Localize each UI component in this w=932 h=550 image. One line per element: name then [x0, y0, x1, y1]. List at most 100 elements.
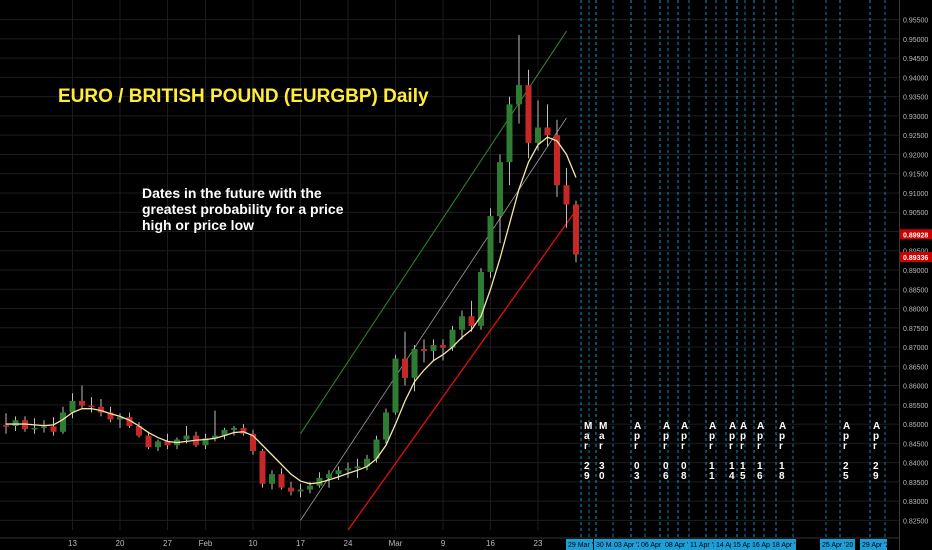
candle-up [478, 271, 484, 326]
candle-down [440, 345, 446, 348]
future-date-month: A [843, 421, 850, 432]
future-date-day: 1 [779, 461, 785, 472]
candle-down [145, 435, 152, 448]
candle-down [573, 204, 579, 255]
future-date-tag-bg [663, 539, 690, 550]
x-tick-label: 9 [441, 539, 446, 548]
future-date-month: A [779, 421, 786, 432]
future-date-month: A [757, 421, 764, 432]
future-date-tag: 08 Apr '20 [665, 542, 696, 549]
candle-up [69, 400, 76, 413]
future-date-month: r [757, 441, 761, 452]
future-date-day: 2 [843, 461, 849, 472]
future-date-month: p [663, 431, 669, 442]
future-date-month: A [663, 421, 670, 432]
future-date-day: 0 [663, 461, 669, 472]
candle-down [563, 185, 570, 205]
future-date-month: r [729, 441, 733, 452]
x-tick-label: 13 [68, 539, 77, 548]
candle-up [221, 429, 228, 436]
future-date-month: p [779, 431, 785, 442]
trend-channels [300, 30, 577, 531]
candle-up [487, 216, 494, 272]
future-date-month: a [599, 431, 605, 442]
future-date-tag-bg [594, 539, 621, 550]
x-tick-label: Feb [199, 539, 213, 548]
price-axis[interactable] [899, 0, 932, 550]
future-date-month: p [729, 431, 735, 442]
future-date-month: p [681, 431, 687, 442]
candle-up [383, 412, 389, 440]
future-date-day: 4 [729, 471, 735, 482]
future-date-month: p [757, 431, 763, 442]
future-date-tag: 16 Apr '20 [752, 542, 783, 549]
future-date-tag-bg [612, 539, 639, 550]
future-date-tag: 29 Mar '20 [568, 542, 601, 549]
candle-up [31, 427, 38, 430]
candle-up [345, 468, 351, 471]
future-date-tag: 29 Apr '20 [862, 542, 893, 549]
future-date-day: 8 [779, 471, 785, 482]
candle-up [506, 104, 513, 163]
future-date-month: A [681, 421, 688, 432]
future-date-day: 3 [599, 461, 605, 472]
lower-channel-line [347, 209, 577, 531]
candle-up [155, 441, 161, 448]
candle-up [392, 358, 399, 413]
candle-down [554, 135, 560, 186]
candle-down [240, 427, 247, 434]
candle-down [50, 426, 57, 432]
future-date-tag: 06 Apr '20 [641, 542, 672, 549]
candle-up [117, 417, 123, 420]
x-tick-label: 27 [163, 539, 172, 548]
candle-down [98, 406, 104, 413]
chart-title: EURO / BRITISH POUND (EURGBP) Daily [58, 86, 429, 107]
future-date-tag: 25 Apr '20 [822, 542, 853, 549]
future-date-month: r [584, 441, 588, 452]
future-date-day: 1 [729, 461, 735, 472]
future-date-month: A [873, 421, 880, 432]
candle-up [326, 474, 332, 478]
future-date-day: 5 [740, 471, 746, 482]
future-date-tag-bg [566, 539, 593, 550]
future-date-tag-bg [731, 539, 758, 550]
future-date-day: 0 [681, 461, 687, 472]
future-date-day: 0 [599, 471, 605, 482]
future-date-month: p [634, 431, 640, 442]
future-date-day: 2 [873, 461, 879, 472]
future-date-day: 1 [740, 461, 746, 472]
candle-down [107, 412, 114, 420]
candle-up [297, 489, 304, 492]
candle-up [231, 427, 237, 430]
candle-up [316, 478, 323, 486]
future-date-month: A [740, 421, 747, 432]
future-date-day: 6 [663, 471, 669, 482]
future-date-day: 1 [709, 471, 715, 482]
future-date-month: r [873, 441, 877, 452]
chart-grid [0, 0, 899, 530]
future-date-day: 8 [681, 471, 687, 482]
future-date-month: r [663, 441, 667, 452]
future-date-day: 1 [757, 461, 763, 472]
candle-up [202, 438, 209, 446]
future-date-month: M [599, 421, 607, 432]
middle-channel-line [300, 117, 567, 521]
future-date-month: r [779, 441, 783, 452]
candle-up [449, 329, 456, 348]
candle-up [12, 420, 19, 426]
candle-up [269, 474, 275, 484]
future-date-month: r [709, 441, 713, 452]
candle-down [164, 441, 171, 446]
future-date-tag: 15 Apr '20 [733, 542, 764, 549]
candle-up [497, 162, 503, 217]
future-date-tag-bg [820, 539, 855, 550]
x-tick-label: 17 [296, 539, 305, 548]
candle-down [278, 474, 285, 488]
future-date-day: 9 [584, 471, 590, 482]
candle-up [373, 439, 380, 459]
annotation-text: Dates in the future with the greatest pr… [142, 185, 344, 233]
candle-down [421, 348, 427, 351]
future-date-month: M [584, 421, 592, 432]
future-date-lines [580, 0, 886, 538]
